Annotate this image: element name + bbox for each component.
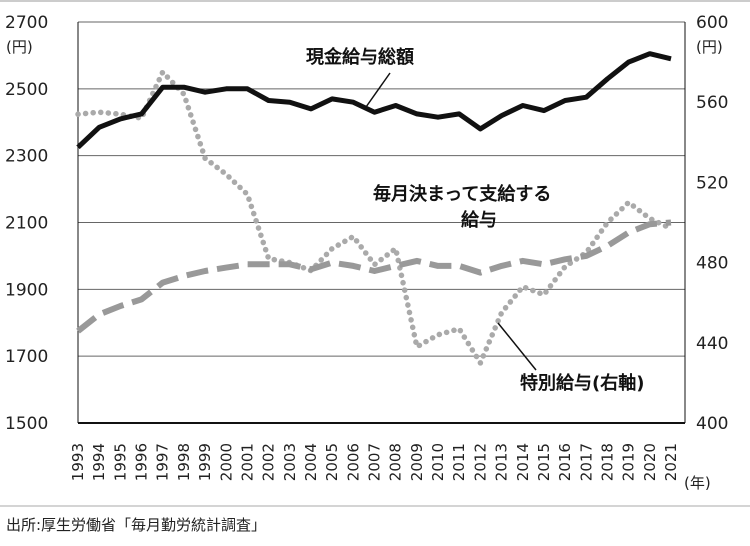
right-tick-label: 480 — [696, 254, 728, 274]
annotation-special-wage: 特別給与(右軸) — [520, 372, 644, 394]
x-tick-label: 1997 — [154, 443, 172, 481]
left-tick-label: 1700 — [5, 347, 48, 367]
x-tick-label: 2002 — [260, 443, 278, 481]
x-tick-label: 2012 — [471, 443, 489, 481]
annotation-total-wage: 現金給与総額 — [306, 46, 414, 68]
leader-total-wage — [365, 72, 391, 108]
right-axis-ticks: 400 440 480 520 560 600 — [696, 13, 728, 434]
x-tick-label: 2017 — [577, 443, 595, 481]
left-tick-label: 1900 — [5, 280, 48, 300]
x-tick-label: 2008 — [387, 443, 405, 481]
left-tick-label: 2500 — [5, 80, 48, 100]
annotation-regular-wage-2: 給与 — [461, 209, 497, 231]
x-tick-label: 2009 — [408, 443, 426, 481]
x-axis-unit: (年) — [684, 474, 711, 492]
x-tick-label: 2007 — [366, 443, 384, 481]
left-tick-label: 2700 — [5, 13, 48, 33]
x-tick-label: 2000 — [217, 443, 235, 481]
x-tick-label: 2020 — [641, 443, 659, 481]
left-axis-ticks: 1500 1700 1900 2100 2300 2500 2700 — [5, 13, 48, 434]
right-tick-label: 520 — [696, 173, 728, 193]
source-note: 出所:厚生労働省「毎月勤労統計調査」 — [6, 516, 266, 534]
x-tick-label: 2011 — [450, 443, 468, 481]
x-tick-label: 2005 — [323, 443, 341, 481]
leader-special-wage — [497, 322, 537, 371]
x-tick-label: 1999 — [196, 443, 214, 481]
right-tick-label: 600 — [696, 13, 728, 33]
x-tick-label: 2014 — [514, 443, 532, 481]
x-tick-label: 2019 — [620, 443, 638, 481]
x-tick-label: 1996 — [133, 443, 151, 481]
right-tick-label: 440 — [696, 334, 728, 354]
right-axis-unit: (円) — [696, 38, 723, 56]
x-tick-label: 2013 — [493, 443, 511, 481]
x-tick-label: 2016 — [556, 443, 574, 481]
x-tick-label: 2021 — [662, 443, 680, 481]
series-lines — [75, 51, 674, 366]
x-tick-label: 2015 — [535, 443, 553, 481]
left-tick-label: 2300 — [5, 147, 48, 167]
x-tick-label: 1998 — [175, 443, 193, 481]
x-axis-ticks: 1993 1994 1995 1996 1997 1998 1999 2000 2001 2002… — [69, 443, 680, 481]
left-tick-label: 1500 — [5, 414, 48, 434]
series-line-2 — [75, 69, 674, 366]
x-tick-label: 2010 — [429, 443, 447, 481]
left-axis-unit: (円) — [6, 38, 33, 56]
x-tick-label: 2001 — [238, 443, 256, 481]
left-tick-label: 2100 — [5, 214, 48, 234]
grid-lines — [77, 21, 686, 424]
annotation-regular-wage: 毎月決まって支給する — [373, 183, 551, 205]
x-tick-label: 1994 — [90, 443, 108, 481]
x-tick-label: 2006 — [344, 443, 362, 481]
right-tick-label: 400 — [696, 414, 728, 434]
right-tick-label: 560 — [696, 93, 728, 113]
x-tick-label: 1995 — [111, 443, 129, 481]
series-line-1 — [76, 219, 672, 334]
x-tick-label: 2018 — [598, 443, 616, 481]
x-tick-label: 1993 — [69, 443, 87, 481]
x-tick-label: 2003 — [281, 443, 299, 481]
x-tick-label: 2004 — [302, 443, 320, 481]
